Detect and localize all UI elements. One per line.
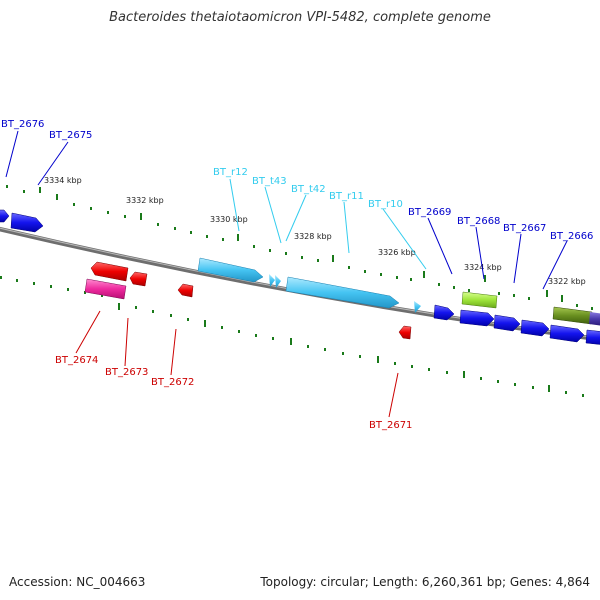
kbp-label: 3332 kbp <box>126 196 164 205</box>
kbp-label: 3324 kbp <box>464 263 502 272</box>
gene-arrow-bt2666-olive[interactable] <box>552 306 593 325</box>
gene-label-btt42[interactable]: BT_t42 <box>291 184 326 195</box>
gene-label-bt2668[interactable]: BT_2668 <box>457 216 500 227</box>
gene-arrow-btr12[interactable] <box>197 257 264 283</box>
map-title: Bacteroides thetaiotaomicron VPI-5482, c… <box>109 10 491 25</box>
gene-label-btt43[interactable]: BT_t43 <box>252 176 287 187</box>
gene-label-bt2669[interactable]: BT_2669 <box>408 207 451 218</box>
gene-arrow-bt2668-lime[interactable] <box>461 291 498 309</box>
gene-arrow-bt2673[interactable] <box>129 271 148 287</box>
gene-arrow-bt2672[interactable] <box>177 283 194 298</box>
gene-arrow-bt2671[interactable] <box>398 325 412 340</box>
gene-arrow-bt2674-pink[interactable] <box>84 278 127 300</box>
forward-strand-genes <box>0 209 600 345</box>
gene-label-bt2672[interactable]: BT_2672 <box>151 377 194 388</box>
kbp-scale-labels: 3334 kbp 3332 kbp 3330 kbp 3328 kbp 3326… <box>44 176 586 286</box>
kbp-label: 3322 kbp <box>548 277 586 286</box>
gene-label-bt2667[interactable]: BT_2667 <box>503 223 546 234</box>
genome-summary-footer: Topology: circular; Length: 6,260,361 bp… <box>260 575 590 589</box>
gene-label-bt2676[interactable]: BT_2676 <box>1 119 44 130</box>
gene-label-bt2674[interactable]: BT_2674 <box>55 355 98 366</box>
gene-label-bt2666[interactable]: BT_2666 <box>550 231 593 242</box>
gene-arrow-bt2668[interactable] <box>459 309 495 327</box>
gene-arrow-bt2676[interactable] <box>0 209 10 223</box>
gene-arrow-btt42[interactable] <box>275 275 281 288</box>
gene-label-btr12[interactable]: BT_r12 <box>213 167 248 178</box>
kbp-label: 3326 kbp <box>378 248 416 257</box>
kbp-label: 3330 kbp <box>210 215 248 224</box>
kbp-label: 3328 kbp <box>294 232 332 241</box>
label-leader-lines <box>5 130 568 418</box>
reverse-strand-genes <box>84 261 412 340</box>
gene-label-bt2675[interactable]: BT_2675 <box>49 130 92 141</box>
gene-arrow-btt43[interactable] <box>269 274 275 287</box>
gene-arrow-btr11[interactable] <box>285 276 400 309</box>
gene-arrow-bt2674[interactable] <box>90 261 129 282</box>
gene-labels: BT_2676 BT_2675 BT_r12 BT_t43 BT_t42 BT_… <box>1 119 593 431</box>
gene-arrow-violet[interactable] <box>589 312 600 326</box>
gene-label-btr10[interactable]: BT_r10 <box>368 199 403 210</box>
gene-arrow-bt2675[interactable] <box>10 212 44 233</box>
inner-tick-track <box>0 276 584 397</box>
accession-footer: Accession: NC_004663 <box>9 575 146 589</box>
gene-arrow-btr10[interactable] <box>414 301 421 313</box>
gene-label-bt2673[interactable]: BT_2673 <box>105 367 148 378</box>
kbp-label: 3334 kbp <box>44 176 82 185</box>
gene-label-bt2671[interactable]: BT_2671 <box>369 420 412 431</box>
gene-arrow-bt2667b[interactable] <box>520 319 550 337</box>
outer-tick-track <box>6 185 593 310</box>
gene-label-btr11[interactable]: BT_r11 <box>329 191 364 202</box>
gene-arrow-bt2666[interactable] <box>549 324 585 343</box>
gene-arrow-edge[interactable] <box>585 329 600 345</box>
gene-arrow-bt2669[interactable] <box>433 304 455 321</box>
gene-arrow-bt2667[interactable] <box>493 314 521 332</box>
